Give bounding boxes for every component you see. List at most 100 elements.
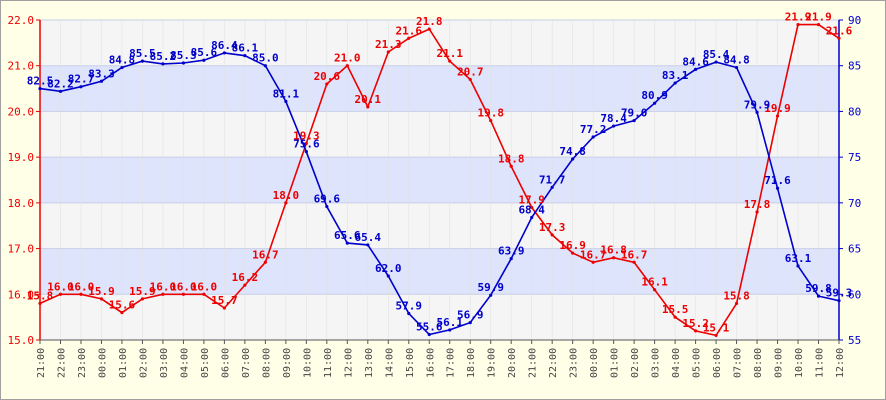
- data-label: 65.4: [355, 231, 382, 244]
- data-label: 59.3: [826, 287, 853, 300]
- data-point: [38, 86, 42, 91]
- data-label: 62.0: [375, 262, 402, 275]
- data-label: 16.2: [232, 271, 259, 284]
- data-label: 21.0: [334, 52, 361, 65]
- x-tick-label: 00:00: [97, 348, 108, 378]
- x-tick-label: 02:00: [138, 348, 149, 378]
- data-point: [366, 105, 370, 109]
- data-point: [243, 54, 247, 58]
- x-tick-label: 21:00: [528, 348, 539, 378]
- data-point: [693, 67, 698, 71]
- data-point: [837, 299, 841, 303]
- data-point: [693, 329, 698, 333]
- x-tick-label: 05:00: [200, 348, 211, 378]
- right-tick-label: 60: [848, 288, 861, 301]
- data-point: [120, 310, 124, 315]
- x-tick-label: 06:00: [220, 348, 231, 378]
- x-tick-label: 05:00: [692, 348, 703, 378]
- x-tick-label: 11:00: [815, 348, 826, 378]
- x-axis: 21:00 22:00 23:00 00:00 01:00 02:00 03:00 04:00…: [36, 339, 846, 378]
- x-tick-label: 02:00: [630, 348, 641, 378]
- data-label: 71.7: [539, 173, 566, 186]
- data-point: [448, 59, 452, 63]
- data-point: [140, 59, 145, 63]
- right-tick-label: 80: [848, 105, 861, 118]
- left-tick-label: 22.0: [8, 14, 35, 27]
- data-label: 16.0: [191, 280, 218, 293]
- series-line-left: [39, 23, 840, 337]
- right-tick-label: 85: [848, 60, 861, 73]
- data-point: [366, 243, 370, 247]
- x-tick-label: 15:00: [405, 348, 416, 378]
- data-point: [386, 274, 390, 278]
- series-layer: [38, 22, 841, 338]
- data-label: 56.1: [436, 316, 463, 329]
- left-tick-label: 18.0: [8, 197, 35, 210]
- data-label: 71.6: [764, 174, 791, 187]
- data-label: 15.9: [129, 285, 156, 298]
- x-tick-label: 18:00: [466, 348, 477, 378]
- data-point: [468, 77, 472, 82]
- data-point: [304, 150, 308, 154]
- data-point: [222, 306, 226, 310]
- data-point: [386, 50, 390, 54]
- data-label: 15.5: [662, 303, 689, 316]
- data-point: [653, 101, 657, 105]
- data-label: 83.1: [662, 69, 689, 82]
- data-label: 84.6: [682, 55, 709, 68]
- left-tick-label: 17.0: [8, 243, 35, 256]
- data-label: 82.5: [27, 75, 54, 88]
- data-point: [345, 241, 349, 245]
- x-tick-label: 01:00: [610, 348, 621, 378]
- data-point: [714, 60, 718, 64]
- data-point: [796, 22, 800, 27]
- data-label: 16.9: [559, 239, 586, 252]
- data-point: [448, 328, 452, 332]
- data-point: [755, 210, 759, 214]
- plot-background-bands: [39, 19, 840, 341]
- data-label: 21.1: [436, 47, 463, 60]
- left-axis: 15.0 16.0 17.0 18.0 19.0 20.0 21.0 22.0: [8, 14, 41, 347]
- data-label: 59.8: [805, 282, 832, 295]
- data-label: 79.0: [621, 107, 648, 120]
- data-label: 21.9: [805, 11, 832, 24]
- x-tick-label: 23:00: [569, 348, 580, 378]
- data-label: 81.1: [273, 87, 300, 100]
- data-label: 20.1: [355, 93, 382, 106]
- data-point: [489, 118, 493, 123]
- data-point: [468, 321, 472, 325]
- data-point: [325, 204, 329, 209]
- right-axis: 55 60 65 70 75 80 85 90: [838, 14, 861, 347]
- data-point: [796, 264, 800, 268]
- data-point: [530, 205, 534, 210]
- data-point: [222, 51, 226, 55]
- data-label: 16.0: [47, 280, 74, 293]
- data-label: 85.4: [703, 48, 730, 61]
- data-label: 69.6: [314, 193, 341, 206]
- data-label: 85.6: [191, 46, 218, 59]
- data-label: 68.4: [518, 203, 545, 216]
- x-tick-label: 10:00: [302, 348, 313, 378]
- x-tick-label: 04:00: [671, 348, 682, 378]
- data-label: 84.8: [109, 54, 136, 67]
- data-point: [161, 62, 165, 66]
- data-point: [202, 58, 206, 62]
- data-label: 15.6: [109, 299, 136, 312]
- data-point: [816, 294, 821, 298]
- data-point: [181, 61, 186, 65]
- x-tick-label: 17:00: [446, 348, 457, 378]
- x-tick-label: 04:00: [179, 348, 190, 378]
- data-label: 19.8: [477, 107, 504, 120]
- data-point: [632, 118, 636, 123]
- data-label: 83.3: [88, 67, 115, 80]
- data-point: [509, 164, 513, 168]
- data-label: 18.8: [498, 152, 525, 165]
- data-point: [99, 79, 104, 83]
- data-label: 19.3: [293, 129, 320, 142]
- data-label: 17.3: [539, 221, 566, 234]
- data-point: [775, 186, 780, 190]
- x-tick-label: 21:00: [36, 348, 47, 378]
- x-tick-label: 19:00: [487, 348, 498, 378]
- data-point: [304, 141, 308, 146]
- data-point: [284, 201, 288, 205]
